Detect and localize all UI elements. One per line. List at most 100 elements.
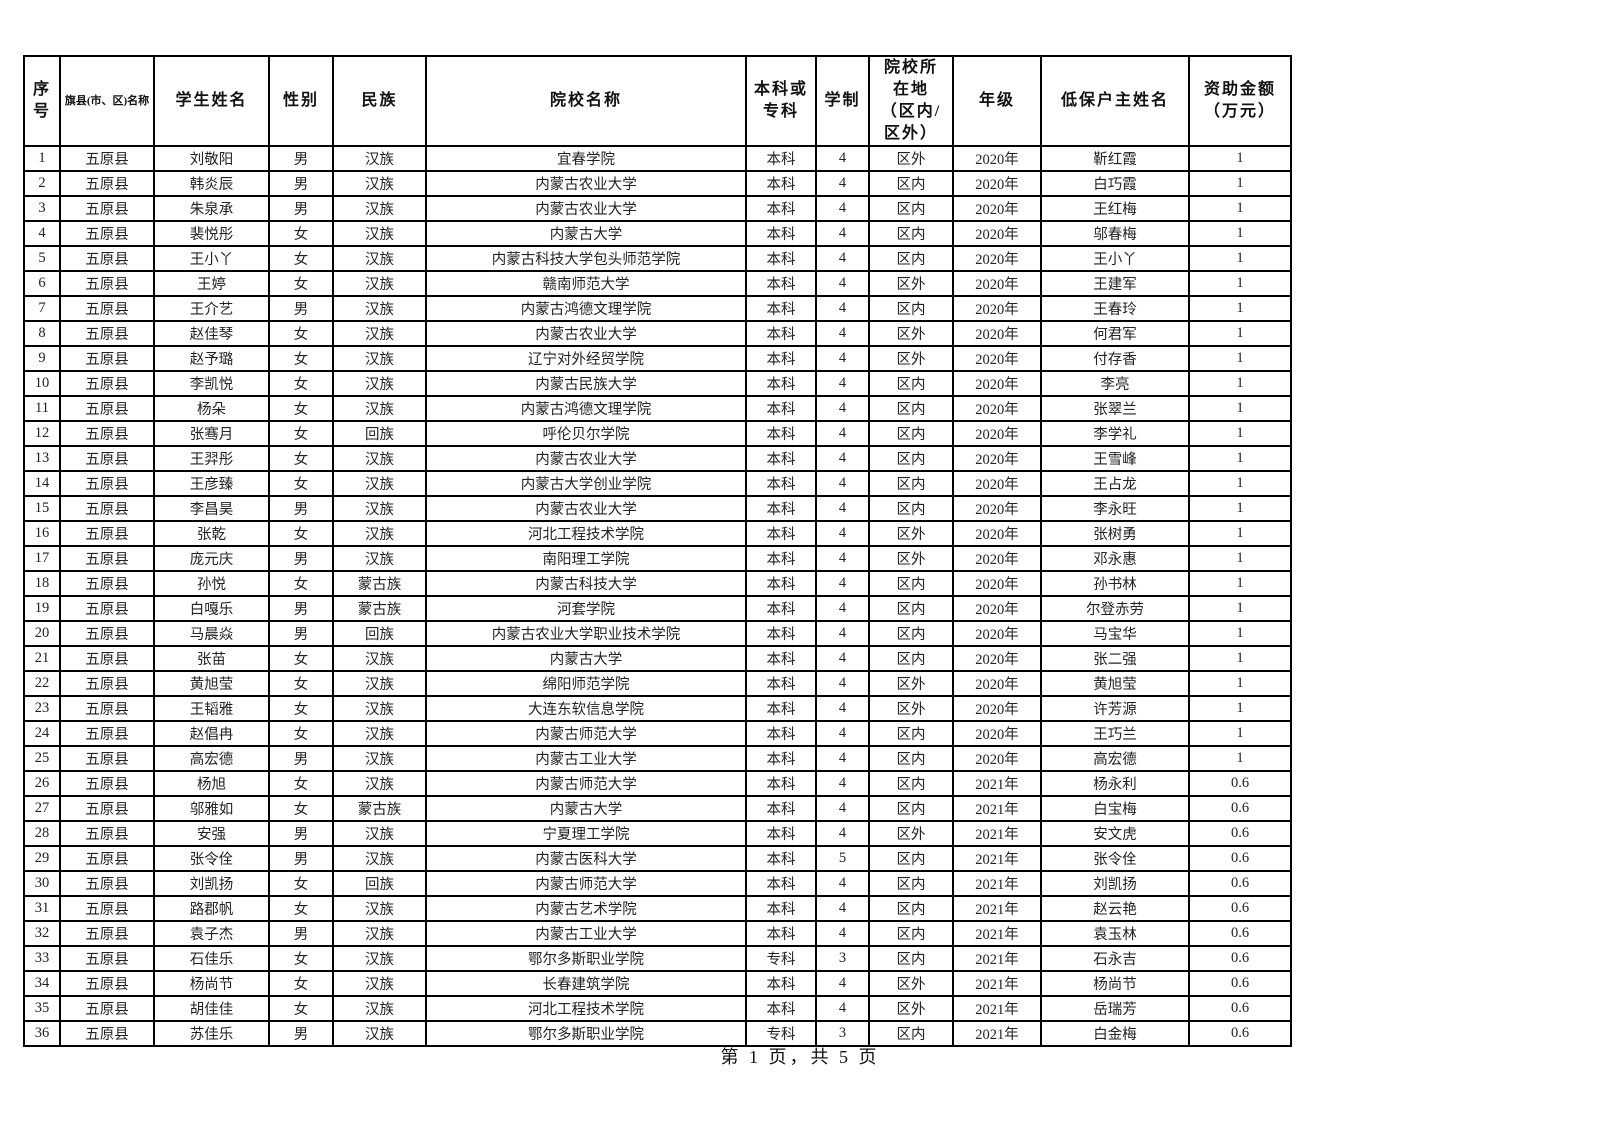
cell-degree: 本科 [745, 270, 817, 297]
cell-county: 五原县 [59, 495, 155, 522]
cell-duration: 4 [815, 920, 870, 947]
cell-index: 16 [23, 520, 61, 547]
cell-grade: 2020年 [952, 470, 1042, 497]
cell-student-name: 马晨焱 [153, 620, 270, 647]
table-row: 31 五原县 路郡帆 女 汉族 内蒙古艺术学院 本科 4 区内 2021年 赵云… [23, 895, 1292, 922]
cell-location: 区内 [868, 945, 954, 972]
cell-school: 内蒙古农业大学 [425, 170, 747, 197]
cell-duration: 4 [815, 220, 870, 247]
cell-school: 内蒙古工业大学 [425, 920, 747, 947]
cell-ethnicity: 汉族 [332, 320, 427, 347]
cell-school: 内蒙古农业大学 [425, 495, 747, 522]
table-row: 11 五原县 杨朵 女 汉族 内蒙古鸿德文理学院 本科 4 区内 2020年 张… [23, 395, 1292, 422]
cell-index: 29 [23, 845, 61, 872]
cell-amount: 0.6 [1188, 920, 1292, 947]
cell-location: 区外 [868, 520, 954, 547]
cell-ethnicity: 汉族 [332, 920, 427, 947]
table-row: 26 五原县 杨旭 女 汉族 内蒙古师范大学 本科 4 区内 2021年 杨永利… [23, 770, 1292, 797]
cell-county: 五原县 [59, 970, 155, 997]
cell-duration: 4 [815, 795, 870, 822]
cell-school: 内蒙古工业大学 [425, 745, 747, 772]
table-row: 10 五原县 李凯悦 女 汉族 内蒙古民族大学 本科 4 区内 2020年 李亮… [23, 370, 1292, 397]
cell-grade: 2020年 [952, 295, 1042, 322]
cell-ethnicity: 汉族 [332, 470, 427, 497]
table-header: 序号 旗县(市、区)名称 学生姓名 性别 民族 院校名称 本科或专科 学制 院校… [23, 55, 1292, 147]
cell-grade: 2020年 [952, 720, 1042, 747]
cell-index: 26 [23, 770, 61, 797]
cell-ethnicity: 汉族 [332, 145, 427, 172]
cell-degree: 本科 [745, 195, 817, 222]
cell-school: 内蒙古大学 [425, 645, 747, 672]
cell-index: 21 [23, 645, 61, 672]
cell-grade: 2020年 [952, 370, 1042, 397]
cell-household-head: 白巧霞 [1040, 170, 1190, 197]
cell-gender: 男 [268, 170, 334, 197]
cell-household-head: 李学礼 [1040, 420, 1190, 447]
col-header-household-head: 低保户主姓名 [1040, 55, 1190, 147]
cell-county: 五原县 [59, 345, 155, 372]
cell-school: 赣南师范大学 [425, 270, 747, 297]
cell-amount: 1 [1188, 395, 1292, 422]
cell-ethnicity: 汉族 [332, 820, 427, 847]
cell-household-head: 尔登赤劳 [1040, 595, 1190, 622]
cell-student-name: 刘敬阳 [153, 145, 270, 172]
cell-grade: 2020年 [952, 345, 1042, 372]
cell-location: 区内 [868, 770, 954, 797]
cell-duration: 4 [815, 870, 870, 897]
cell-amount: 0.6 [1188, 820, 1292, 847]
table-row: 33 五原县 石佳乐 女 汉族 鄂尔多斯职业学院 专科 3 区内 2021年 石… [23, 945, 1292, 972]
col-header-grade: 年级 [952, 55, 1042, 147]
cell-gender: 女 [268, 895, 334, 922]
cell-ethnicity: 蒙古族 [332, 595, 427, 622]
table-row: 19 五原县 白嘎乐 男 蒙古族 河套学院 本科 4 区内 2020年 尔登赤劳… [23, 595, 1292, 622]
table-row: 17 五原县 庞元庆 男 汉族 南阳理工学院 本科 4 区外 2020年 邓永惠… [23, 545, 1292, 572]
cell-county: 五原县 [59, 445, 155, 472]
cell-gender: 女 [268, 770, 334, 797]
cell-county: 五原县 [59, 670, 155, 697]
cell-county: 五原县 [59, 220, 155, 247]
cell-location: 区内 [868, 245, 954, 272]
cell-degree: 本科 [745, 920, 817, 947]
table-row: 20 五原县 马晨焱 男 回族 内蒙古农业大学职业技术学院 本科 4 区内 20… [23, 620, 1292, 647]
cell-gender: 女 [268, 470, 334, 497]
cell-degree: 本科 [745, 220, 817, 247]
cell-index: 31 [23, 895, 61, 922]
table-row: 23 五原县 王韬雅 女 汉族 大连东软信息学院 本科 4 区外 2020年 许… [23, 695, 1292, 722]
cell-school: 河套学院 [425, 595, 747, 622]
cell-degree: 本科 [745, 695, 817, 722]
cell-gender: 男 [268, 295, 334, 322]
cell-student-name: 裴悦彤 [153, 220, 270, 247]
cell-ethnicity: 汉族 [332, 695, 427, 722]
cell-grade: 2021年 [952, 795, 1042, 822]
cell-student-name: 赵佳琴 [153, 320, 270, 347]
cell-index: 17 [23, 545, 61, 572]
cell-ethnicity: 汉族 [332, 645, 427, 672]
cell-county: 五原县 [59, 645, 155, 672]
cell-school: 河北工程技术学院 [425, 995, 747, 1022]
cell-household-head: 石永吉 [1040, 945, 1190, 972]
cell-gender: 女 [268, 945, 334, 972]
cell-gender: 女 [268, 320, 334, 347]
table-row: 5 五原县 王小丫 女 汉族 内蒙古科技大学包头师范学院 本科 4 区内 202… [23, 245, 1292, 272]
cell-amount: 0.6 [1188, 845, 1292, 872]
cell-duration: 4 [815, 495, 870, 522]
cell-student-name: 王彦臻 [153, 470, 270, 497]
cell-grade: 2021年 [952, 970, 1042, 997]
cell-gender: 女 [268, 220, 334, 247]
cell-school: 内蒙古农业大学 [425, 445, 747, 472]
cell-index: 3 [23, 195, 61, 222]
cell-location: 区内 [868, 295, 954, 322]
cell-duration: 4 [815, 695, 870, 722]
cell-location: 区内 [868, 595, 954, 622]
cell-student-name: 张令佺 [153, 845, 270, 872]
cell-school: 内蒙古医科大学 [425, 845, 747, 872]
cell-index: 18 [23, 570, 61, 597]
cell-amount: 1 [1188, 145, 1292, 172]
cell-school: 内蒙古农业大学 [425, 320, 747, 347]
page-number-footer: 第 1 页，共 5 页 [720, 1047, 880, 1067]
table-row: 16 五原县 张乾 女 汉族 河北工程技术学院 本科 4 区外 2020年 张树… [23, 520, 1292, 547]
cell-location: 区内 [868, 920, 954, 947]
cell-household-head: 岳瑞芳 [1040, 995, 1190, 1022]
cell-index: 25 [23, 745, 61, 772]
